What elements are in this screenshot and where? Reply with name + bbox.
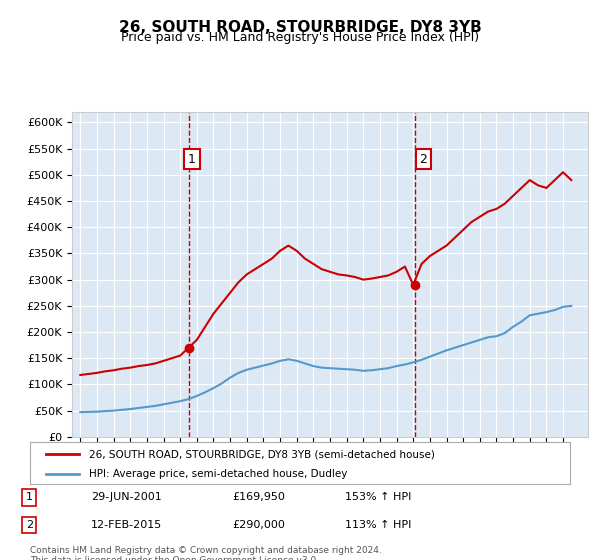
Text: Price paid vs. HM Land Registry's House Price Index (HPI): Price paid vs. HM Land Registry's House … [121,31,479,44]
Text: 1: 1 [188,153,196,166]
Text: 2: 2 [419,153,427,166]
Text: 26, SOUTH ROAD, STOURBRIDGE, DY8 3YB (semi-detached house): 26, SOUTH ROAD, STOURBRIDGE, DY8 3YB (se… [89,449,435,459]
Text: £169,950: £169,950 [232,492,285,502]
Text: 26, SOUTH ROAD, STOURBRIDGE, DY8 3YB: 26, SOUTH ROAD, STOURBRIDGE, DY8 3YB [119,20,481,35]
Text: 113% ↑ HPI: 113% ↑ HPI [345,520,412,530]
Text: £290,000: £290,000 [232,520,285,530]
Text: HPI: Average price, semi-detached house, Dudley: HPI: Average price, semi-detached house,… [89,469,348,479]
Text: 12-FEB-2015: 12-FEB-2015 [91,520,163,530]
Text: 29-JUN-2001: 29-JUN-2001 [91,492,162,502]
Text: Contains HM Land Registry data © Crown copyright and database right 2024.
This d: Contains HM Land Registry data © Crown c… [30,546,382,560]
Text: 1: 1 [26,492,33,502]
Text: 153% ↑ HPI: 153% ↑ HPI [345,492,412,502]
Text: 2: 2 [26,520,33,530]
